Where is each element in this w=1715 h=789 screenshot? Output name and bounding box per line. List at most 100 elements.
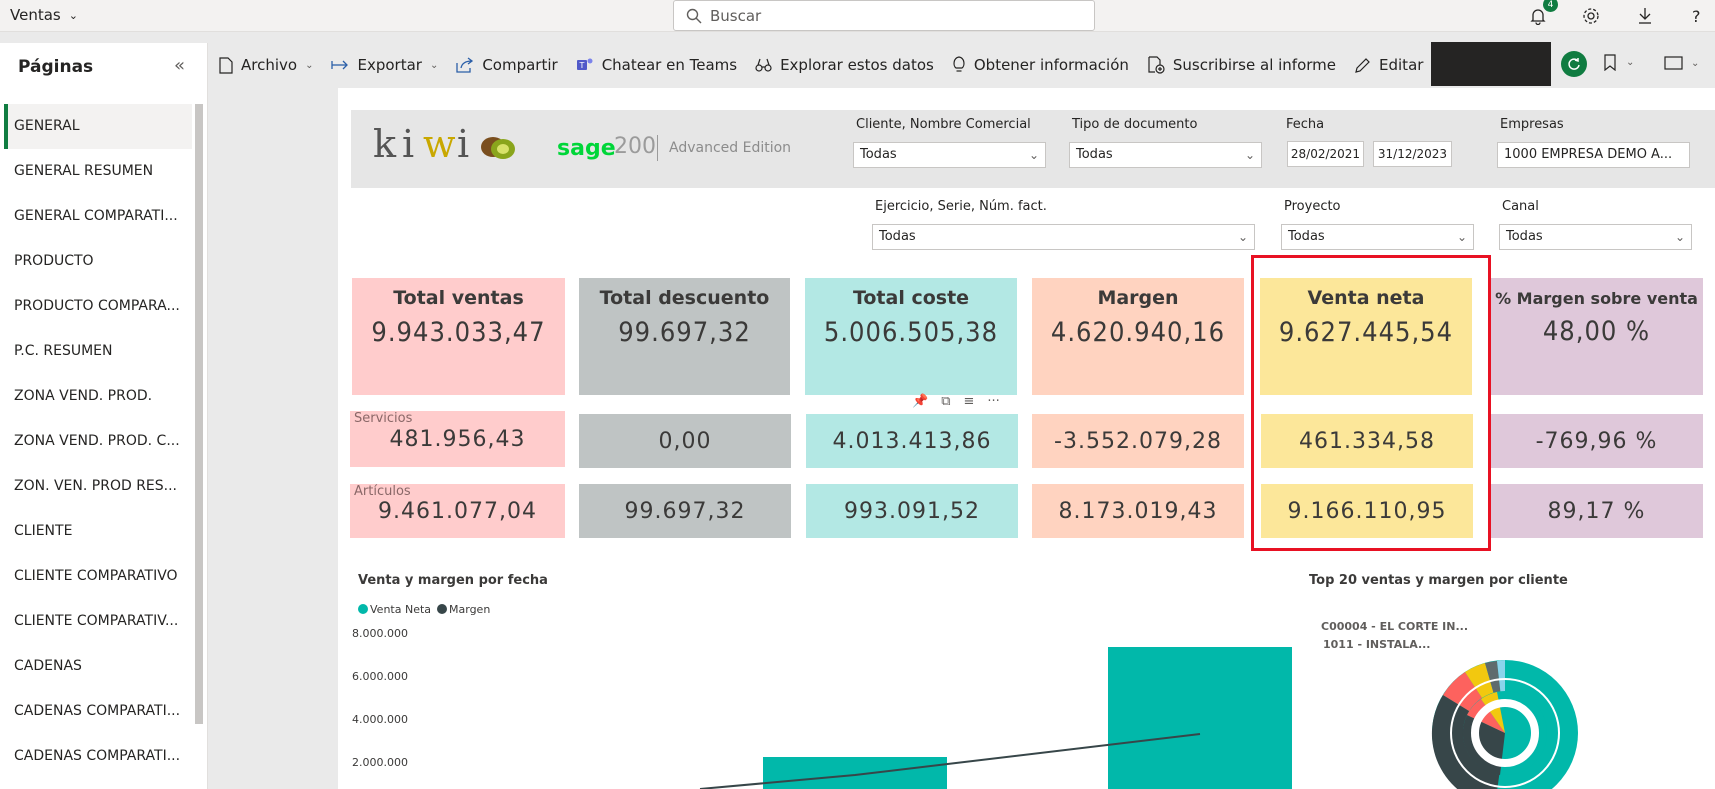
- sidebar-item-producto-comparativo[interactable]: PRODUCTO COMPARA...: [14, 298, 180, 314]
- notifications-button[interactable]: 4: [1529, 0, 1558, 32]
- bar-2023[interactable]: [1108, 647, 1292, 789]
- kpi-value: 9.627.445,54: [1278, 317, 1454, 348]
- kpi-total-ventas: Total ventas 9.943.033,47: [352, 278, 565, 395]
- canal-filter-value: Todas: [1506, 229, 1543, 244]
- kpi-title: % Margen sobre venta: [1495, 289, 1698, 308]
- kpi-title: Margen: [1097, 287, 1179, 309]
- sidebar-item-zon-ven-prod-res[interactable]: ZON. VEN. PROD RES...: [14, 478, 178, 494]
- svg-text:i: i: [457, 122, 469, 166]
- export-icon: [331, 60, 349, 70]
- sage-version: 200: [614, 134, 656, 159]
- help-button[interactable]: ?: [1692, 0, 1701, 32]
- sidebar-item-cadenas-comparativo-2[interactable]: CADENAS COMPARATI...: [14, 748, 181, 764]
- kpi-title: Total coste: [852, 287, 970, 309]
- search-input[interactable]: Buscar: [673, 0, 1095, 31]
- refresh-button[interactable]: [1561, 51, 1587, 77]
- canal-filter-select[interactable]: Todas ⌄: [1499, 224, 1692, 250]
- bar-chart-legend: Venta Neta Margen: [358, 603, 490, 616]
- sidebar-item-pc-resumen[interactable]: P.C. RESUMEN: [14, 343, 113, 359]
- explorar-button[interactable]: Explorar estos datos: [746, 43, 943, 87]
- sidebar-item-zona-vend-prod[interactable]: ZONA VEND. PROD.: [14, 388, 153, 404]
- kpi-value: 99.697,32: [618, 317, 751, 348]
- obtener-label: Obtener información: [973, 56, 1129, 74]
- share-icon: [456, 57, 474, 73]
- row-value: 481.956,43: [389, 427, 526, 452]
- suscribirse-button[interactable]: Suscribirse al informe: [1138, 43, 1345, 87]
- pin-icon[interactable]: 📌: [912, 394, 929, 409]
- ejercicio-filter-select[interactable]: Todas ⌄: [872, 224, 1255, 250]
- sidebar-scrollbar[interactable]: [195, 104, 203, 724]
- fecha-to-input[interactable]: 31/12/2023: [1373, 141, 1452, 167]
- bookmark-button[interactable]: ⌄: [1604, 54, 1634, 71]
- cliente-filter-select[interactable]: Todas ⌄: [853, 142, 1046, 168]
- proyecto-filter-value: Todas: [1288, 229, 1325, 244]
- chevron-down-icon: ⌄: [305, 59, 314, 71]
- fecha-filter-label: Fecha: [1286, 117, 1325, 132]
- archivo-menu[interactable]: Archivo ⌄: [210, 43, 322, 87]
- chevron-down-icon: ⌄: [1237, 230, 1248, 244]
- sage-divider: [657, 135, 658, 161]
- more-icon[interactable]: ···: [987, 394, 1000, 409]
- view-button[interactable]: ⌄: [1664, 56, 1699, 70]
- settings-button[interactable]: [1582, 0, 1600, 32]
- proyecto-filter-select[interactable]: Todas ⌄: [1281, 224, 1474, 250]
- collapse-icon[interactable]: «: [174, 55, 186, 76]
- kpi-value: 9.943.033,47: [371, 317, 546, 348]
- teams-chat-button[interactable]: T Chatear en Teams: [567, 43, 746, 87]
- teams-label: Chatear en Teams: [601, 56, 738, 74]
- sidebar-item-general-resumen[interactable]: GENERAL RESUMEN: [14, 163, 154, 179]
- copy-icon[interactable]: ⧉: [941, 394, 951, 409]
- visual-header-tools: 📌 ⧉ ≡ ···: [912, 394, 1000, 409]
- sidebar-item-cadenas[interactable]: CADENAS: [14, 658, 82, 674]
- app-name-menu[interactable]: Ventas ⌄: [10, 6, 78, 24]
- sidebar-item-general[interactable]: GENERAL: [4, 104, 192, 149]
- bookmark-icon: [1604, 54, 1616, 71]
- editar-label: Editar: [1379, 56, 1424, 74]
- sidebar-item-cadenas-comparativo[interactable]: CADENAS COMPARATI...: [14, 703, 181, 719]
- exportar-menu[interactable]: Exportar ⌄: [322, 43, 447, 87]
- compartir-button[interactable]: Compartir: [447, 43, 566, 87]
- sidebar-item-cliente-comparativo-2[interactable]: CLIENTE COMPARATIV...: [14, 613, 179, 629]
- obtener-info-button[interactable]: Obtener información: [943, 43, 1138, 87]
- pages-list: GENERAL GENERAL RESUMEN GENERAL COMPARAT…: [4, 104, 196, 779]
- empresas-filter-select[interactable]: 1000 EMPRESA DEMO A...: [1497, 142, 1690, 168]
- margen-line: [699, 733, 1201, 789]
- filter-icon[interactable]: ≡: [963, 394, 975, 409]
- y-tick-2m: 2.000.000: [352, 756, 408, 769]
- cliente-filter-value: Todas: [860, 147, 897, 162]
- report-toolbar: Archivo ⌄ Exportar ⌄ Compartir T Chatear…: [210, 43, 1715, 87]
- articulos-margen-pct: 89,17 %: [1490, 484, 1703, 538]
- donut-chart: [1431, 660, 1578, 789]
- kpi-value: 5.006.505,38: [823, 317, 999, 348]
- sidebar-item-zona-vend-prod-comp[interactable]: ZONA VEND. PROD. C...: [14, 433, 180, 449]
- legend-dot-teal: [358, 604, 368, 614]
- sidebar-item-producto[interactable]: PRODUCTO: [14, 253, 94, 269]
- articulos-venta-neta: 9.166.110,95: [1261, 484, 1473, 538]
- kpi-title: Total ventas: [393, 287, 524, 309]
- bar-2022[interactable]: [763, 757, 947, 789]
- sidebar-item-cliente-comparativo[interactable]: CLIENTE COMPARATIVO: [14, 568, 178, 584]
- tipo-filter-select[interactable]: Todas ⌄: [1069, 142, 1262, 168]
- tipo-filter-value: Todas: [1076, 147, 1113, 162]
- donut-chart-title: Top 20 ventas y margen por cliente: [1309, 573, 1568, 588]
- svg-text:ki: ki: [373, 122, 420, 166]
- articulos-total-ventas: Artículos 9.461.077,04: [350, 484, 565, 538]
- servicios-label: Servicios: [354, 411, 413, 426]
- ejercicio-filter-label: Ejercicio, Serie, Núm. fact.: [875, 199, 1047, 214]
- inner-slice-red[interactable]: [1467, 699, 1505, 733]
- sidebar-title: Páginas: [18, 57, 94, 77]
- kpi-margen-sobre-venta: % Margen sobre venta 48,00 %: [1490, 278, 1703, 395]
- tipo-filter-label: Tipo de documento: [1072, 117, 1198, 132]
- sidebar-item-general-comparativo[interactable]: GENERAL COMPARATI...: [14, 208, 178, 224]
- teams-icon: T: [576, 58, 593, 70]
- fecha-from-input[interactable]: 28/02/2021: [1287, 141, 1364, 167]
- articulos-margen: 8.173.019,43: [1032, 484, 1244, 538]
- kpi-title: Venta neta: [1307, 287, 1425, 309]
- refresh-icon: [1568, 58, 1580, 70]
- editar-button[interactable]: Editar: [1345, 43, 1432, 87]
- ejercicio-filter-value: Todas: [879, 229, 916, 244]
- kpi-value: 4.620.940,16: [1050, 317, 1226, 348]
- legend-margen: Margen: [437, 603, 490, 616]
- sidebar-item-cliente[interactable]: CLIENTE: [14, 523, 73, 539]
- download-button[interactable]: [1637, 0, 1653, 32]
